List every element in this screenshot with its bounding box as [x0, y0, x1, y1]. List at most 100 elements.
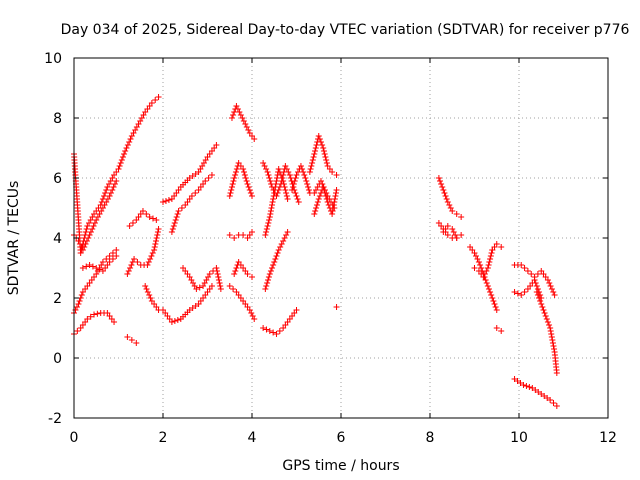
data-point [485, 286, 492, 292]
data-point [162, 198, 169, 204]
data-point [217, 286, 224, 292]
data-point [286, 172, 293, 178]
data-point [311, 151, 318, 157]
data-point [147, 295, 154, 301]
data-point [289, 184, 296, 190]
data-point [91, 311, 98, 318]
data-point [155, 226, 162, 232]
data-point [538, 301, 545, 307]
data-point [485, 262, 492, 268]
data-point [440, 187, 447, 193]
data-point [151, 244, 158, 250]
data-point [74, 328, 81, 334]
data-point [155, 94, 162, 100]
data-point [231, 271, 238, 277]
data-point [323, 160, 330, 166]
series-track-29 [435, 220, 465, 241]
series-track-15 [226, 229, 255, 241]
data-point [118, 157, 125, 163]
data-point [81, 244, 88, 250]
data-point [214, 271, 221, 277]
data-point [233, 166, 240, 172]
data-point [196, 284, 203, 291]
data-point [471, 250, 478, 256]
data-point [124, 142, 131, 148]
data-point [449, 208, 456, 214]
data-point [275, 166, 282, 172]
data-point [246, 187, 253, 193]
data-point [263, 326, 270, 333]
data-point [151, 247, 158, 253]
data-point [248, 310, 255, 316]
data-point [109, 250, 116, 256]
data-point [284, 229, 291, 235]
series-track-18 [231, 259, 255, 280]
data-point [228, 187, 235, 193]
series-track-21 [262, 229, 291, 292]
data-point [320, 145, 327, 151]
data-point [276, 328, 283, 334]
data-point [295, 199, 302, 205]
data-point [96, 266, 103, 273]
data-point [293, 307, 300, 313]
data-point [518, 262, 525, 268]
data-point [226, 232, 233, 238]
data-point [498, 328, 505, 334]
data-point [548, 286, 555, 292]
data-point [260, 325, 267, 331]
data-point [153, 238, 160, 244]
data-point [477, 262, 484, 268]
data-point [231, 175, 238, 181]
y-tick-label: 6 [53, 171, 62, 187]
data-point [119, 154, 126, 160]
data-point [533, 289, 540, 295]
data-point [313, 202, 320, 208]
data-point [168, 229, 175, 235]
data-point [534, 286, 541, 292]
data-point [269, 199, 276, 205]
data-point [73, 304, 80, 310]
data-point [487, 256, 494, 262]
data-point [293, 193, 300, 199]
data-point [262, 232, 269, 238]
data-point [233, 265, 240, 271]
data-point [319, 142, 326, 148]
data-point [145, 259, 152, 265]
data-point [546, 280, 553, 286]
data-point [154, 229, 161, 235]
y-tick-label: 10 [44, 51, 62, 67]
data-point [188, 193, 195, 199]
data-point [232, 172, 239, 178]
data-point [321, 187, 328, 193]
data-point [208, 172, 215, 178]
data-point [270, 329, 277, 336]
data-point [280, 178, 287, 184]
series-track-13 [180, 265, 224, 292]
data-point [263, 283, 270, 289]
data-point [291, 178, 298, 184]
series-track-7 [124, 226, 162, 277]
series-track-34 [493, 325, 505, 334]
data-point [116, 163, 123, 169]
data-point [514, 290, 521, 297]
data-point [249, 229, 255, 235]
data-point [264, 169, 271, 175]
data-point [549, 340, 556, 346]
data-point [246, 307, 253, 313]
data-point [526, 384, 533, 390]
data-point [236, 109, 243, 115]
series-track-19 [260, 160, 302, 205]
data-point [243, 124, 250, 130]
data-point [232, 268, 239, 274]
series-track-30 [440, 223, 460, 241]
series-track-27 [333, 304, 340, 310]
data-point [474, 256, 481, 262]
data-point [193, 286, 200, 292]
data-point [128, 262, 135, 268]
data-point [498, 244, 505, 250]
data-point [332, 190, 339, 196]
data-point [333, 187, 340, 193]
data-point [487, 253, 494, 259]
data-point [444, 232, 451, 238]
data-point [243, 178, 250, 184]
